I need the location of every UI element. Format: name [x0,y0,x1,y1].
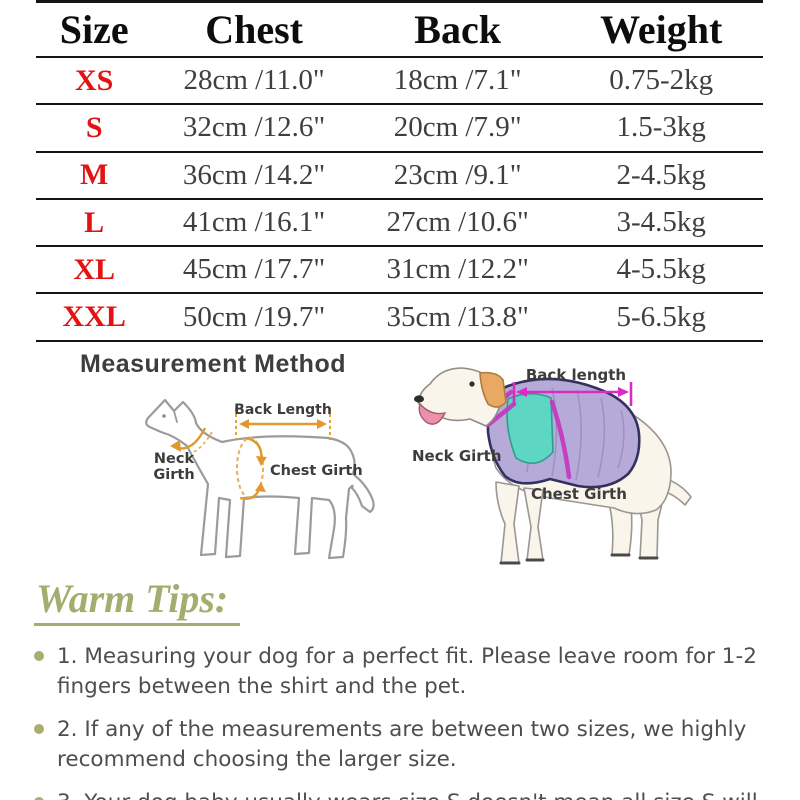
cell-chest: 41cm /16.1" [182,206,326,239]
table-row-xxl: XXL 50cm /19.7" 35cm /13.8" 5-6.5kg [36,294,763,342]
cell-chest: 50cm /19.7" [182,300,326,333]
neck-girth-guide [193,431,213,453]
measurement-method-heading: Measurement Method [80,350,346,378]
warm-tip-2: 2. If any of the measurements are betwee… [34,715,782,775]
cell-size: XL [73,252,115,286]
cell-back: 18cm /7.1" [393,64,522,97]
cell-chest: 45cm /17.7" [182,253,326,286]
cell-weight: 5-6.5kg [616,300,706,333]
dog-vest-illustration [414,367,692,565]
cell-chest: 28cm /11.0" [183,64,325,97]
warm-tips-heading: Warm Tips: [34,578,241,626]
cell-weight: 2-4.5kg [616,158,706,191]
left-dog-measurement-diagram: Back Length Neck Girth Chest Girth [145,398,375,560]
right-annotations [512,382,633,406]
left-chest-girth-label: Chest Girth [270,463,363,479]
cell-size: S [85,110,103,144]
right-dog-measurement-diagram: Back length Neck Girth Chest Girth [412,366,692,565]
column-header-back: Back [414,6,501,52]
cell-size: M [79,158,109,192]
warm-tips-list: 1. Measuring your dog for a perfect fit.… [34,642,782,800]
bullet-dot-icon [34,724,44,735]
dog-outline-illustration [145,398,375,560]
warm-tip-3: 3. Your dog baby usually wears size S do… [34,788,782,800]
cell-size: XXL [62,300,126,334]
warm-tip-text: 3. Your dog baby usually wears size S do… [57,788,758,800]
table-row-l: L 41cm /16.1" 27cm /10.6" 3-4.5kg [36,200,763,248]
column-header-weight: Weight [600,6,723,52]
table-row-m: M 36cm /14.2" 23cm /9.1" 2-4.5kg [36,153,763,200]
left-back-length-label: Back Length [234,402,332,418]
table-row-s: S 32cm /12.6" 20cm /7.9" 1.5-3kg [36,105,763,153]
table-row-xs: XS 28cm /11.0" 18cm /7.1" 0.75-2kg [36,58,763,106]
left-annotations [170,408,331,500]
cell-weight: 4-5.5kg [616,253,706,286]
cell-back: 31cm /12.2" [386,253,529,286]
cell-back: 23cm /9.1" [393,158,522,191]
column-header-size: Size [59,6,129,52]
table-header-row: Size Chest Back Weight [36,0,763,58]
cell-back: 35cm /13.8" [386,300,529,333]
warm-tip-1: 1. Measuring your dog for a perfect fit.… [34,642,782,702]
column-header-chest: Chest [205,6,303,52]
table-body: XS 28cm /11.0" 18cm /7.1" 0.75-2kg S 32cm /12… [36,58,763,342]
cell-size: L [84,205,105,239]
cell-back: 20cm /7.9" [393,111,522,144]
cell-back: 27cm /10.6" [386,206,529,239]
cell-weight: 1.5-3kg [616,111,706,144]
cell-chest: 36cm /14.2" [182,158,326,191]
right-back-length-label: Back length [526,366,626,384]
size-table: Size Chest Back Weight XS 28cm /11.0" 18cm /7… [36,0,763,342]
warm-tip-text: 1. Measuring your dog for a perfect fit.… [57,644,757,700]
left-neck-girth-label-line2: Girth [153,467,194,483]
warm-tips-section: Warm Tips: 1. Measuring your dog for a p… [34,578,782,800]
table-row-xl: XL 45cm /17.7" 31cm /12.2" 4-5.5kg [36,247,763,295]
cell-chest: 32cm /12.6" [182,111,326,144]
left-neck-girth-label-line1: Neck [154,451,195,467]
right-neck-girth-label: Neck Girth [412,447,502,465]
cell-weight: 3-4.5kg [616,206,706,239]
bullet-dot-icon [34,797,44,800]
right-chest-girth-label: Chest Girth [531,485,627,503]
warm-tip-text: 2. If any of the measurements are betwee… [57,717,747,773]
bullet-dot-icon [34,651,44,661]
cell-size: XS [74,63,114,97]
cell-weight: 0.75-2kg [609,64,714,97]
